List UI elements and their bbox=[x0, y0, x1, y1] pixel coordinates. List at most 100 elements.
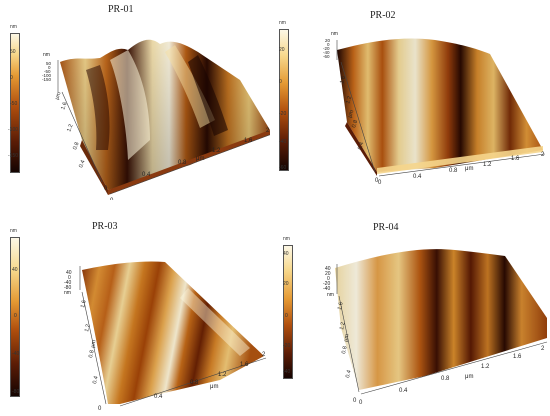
z-axis-tick: 50 bbox=[46, 61, 52, 66]
x-axis-tick: 1.2 bbox=[218, 372, 227, 378]
x-axis-line bbox=[360, 341, 548, 395]
y-axis-unit: μm bbox=[54, 91, 62, 101]
colorbar-tick: -50 bbox=[10, 101, 18, 107]
x-axis-tick: 2 bbox=[541, 346, 545, 352]
surface-shading bbox=[335, 249, 547, 390]
colorbar: nm 40 0 -40 -80 bbox=[4, 226, 30, 406]
colorbar-gradient bbox=[10, 33, 20, 173]
surface-shading bbox=[337, 38, 543, 172]
front-edge-highlight bbox=[377, 146, 543, 174]
x-axis-unit: μm bbox=[465, 374, 473, 380]
colorbar-tick: 40 bbox=[12, 267, 18, 273]
y-axis-tick: 0.4 bbox=[78, 159, 86, 168]
colorbar-tick: 40 bbox=[283, 251, 289, 257]
ridge-highlight bbox=[180, 288, 250, 356]
y-axis-tick: 0 bbox=[98, 406, 102, 412]
colorbar: nm 20 0 -20 -40 -60 bbox=[275, 20, 305, 180]
panel-title: PR-03 bbox=[92, 221, 118, 232]
surface-shading bbox=[60, 39, 270, 190]
y-axis-tick: 0.4 bbox=[345, 370, 352, 379]
x-axis-tick: 0.4 bbox=[154, 394, 163, 400]
y-axis-line bbox=[338, 295, 360, 393]
y-axis-tick: 0.8 bbox=[341, 346, 348, 355]
z-axis-unit: nm bbox=[327, 292, 334, 298]
afm-surface-plot: nm 20 0 -20 -40 -60 0 0.4 0.8 1.2 1.6 μm… bbox=[323, 31, 546, 186]
x-axis-unit: μm bbox=[196, 156, 204, 162]
ridge-highlight bbox=[110, 50, 150, 160]
colorbar-tick: -150 bbox=[8, 153, 19, 159]
z-axis-tick: -100 bbox=[42, 73, 52, 78]
z-axis-unit: nm bbox=[43, 52, 50, 58]
x-axis-tick: 0.8 bbox=[449, 168, 458, 174]
x-axis-tick: 0.8 bbox=[178, 160, 187, 166]
colorbar-tick: -40 bbox=[283, 369, 291, 375]
colorbar-gradient bbox=[279, 29, 289, 171]
colorbar-tick: 0 bbox=[14, 313, 17, 319]
x-axis-tick: 1.6 bbox=[244, 138, 253, 144]
surface-front bbox=[80, 140, 108, 195]
colorbar-tick: 20 bbox=[279, 47, 285, 53]
x-axis-tick: 0.4 bbox=[142, 172, 151, 178]
z-axis-unit: nm bbox=[64, 290, 71, 296]
z-axis-tick: 20 bbox=[325, 271, 331, 277]
z-axis-tick: 0 bbox=[68, 275, 71, 281]
y-axis-tick: 1.2 bbox=[339, 322, 346, 331]
surface-right bbox=[108, 130, 270, 195]
x-axis-line bbox=[378, 153, 546, 177]
y-axis-tick: 0.8 bbox=[88, 350, 95, 359]
x-axis-tick: 1.6 bbox=[240, 362, 249, 368]
panel-title: PR-01 bbox=[108, 4, 134, 15]
z-axis-tick: -40 bbox=[323, 286, 330, 292]
colorbar-tick: -20 bbox=[283, 343, 291, 349]
y-axis-tick: 0 bbox=[104, 186, 108, 192]
y-axis-tick: 1.2 bbox=[345, 95, 353, 104]
colorbar-tick: -100 bbox=[8, 127, 19, 133]
surface-shading bbox=[82, 261, 264, 404]
colorbar-tick: -20 bbox=[279, 111, 287, 117]
colorbar-gradient bbox=[10, 237, 20, 397]
z-axis-tick: -20 bbox=[323, 281, 330, 287]
colorbar-tick: 0 bbox=[10, 75, 13, 81]
y-axis-tick: 0.4 bbox=[92, 376, 99, 385]
y-axis-tick: 1.6 bbox=[337, 302, 344, 311]
z-axis-tick: -80 bbox=[64, 285, 71, 291]
x-axis-tick: 1.2 bbox=[212, 148, 221, 154]
x-axis-line bbox=[109, 134, 270, 195]
z-axis-tick: 0 bbox=[327, 42, 330, 47]
colorbar-tick: -40 bbox=[12, 351, 20, 357]
x-axis-tick: 0.4 bbox=[413, 174, 422, 180]
colorbar-tick: -40 bbox=[279, 139, 287, 145]
x-axis-tick: 0 bbox=[359, 400, 363, 406]
y-axis-tick: 0.4 bbox=[357, 141, 365, 150]
y-axis-tick: 1.2 bbox=[66, 123, 74, 132]
colorbar: nm 50 0 -50 -100 -150 bbox=[4, 22, 30, 182]
x-axis-tick: 2 bbox=[262, 352, 266, 358]
y-axis-line bbox=[340, 61, 376, 173]
afm-surface-plot: nm 50 0 -50 -100 -150 0 0.4 0.8 1.2 1.6 … bbox=[42, 39, 270, 200]
panel-title: PR-04 bbox=[373, 222, 399, 233]
colorbar-tick: 50 bbox=[10, 49, 16, 55]
x-axis-tick: 0.4 bbox=[399, 388, 408, 394]
x-axis-tick: 1.2 bbox=[483, 162, 492, 168]
z-axis-tick: -20 bbox=[323, 46, 330, 51]
colorbar: nm 40 20 0 -20 -40 bbox=[277, 236, 305, 386]
x-axis-tick: 0 bbox=[378, 180, 382, 186]
z-axis-tick: -40 bbox=[64, 280, 71, 286]
colorbar-unit: nm bbox=[10, 24, 17, 30]
x-axis-tick: 2 bbox=[266, 128, 270, 134]
surface-top bbox=[335, 249, 547, 390]
afm-panel-pr01: PR-01 nm 50 0 -50 -100 -150 bbox=[0, 0, 275, 208]
y-axis-tick: 0.8 bbox=[351, 119, 359, 128]
y-axis-unit: μm bbox=[343, 333, 351, 342]
colorbar-gradient bbox=[283, 245, 293, 379]
afm-panel-pr04: PR-04 nm 40 20 0 -20 -40 bbox=[275, 208, 550, 416]
x-axis-tick: 1.6 bbox=[513, 354, 522, 360]
x-axis-tick: 1.2 bbox=[481, 364, 490, 370]
x-axis-line bbox=[119, 357, 267, 407]
colorbar-tick: 20 bbox=[283, 281, 289, 287]
z-axis-tick: 0 bbox=[327, 276, 330, 282]
z-axis-unit: nm bbox=[331, 31, 338, 37]
x-axis-unit: μm bbox=[210, 384, 218, 390]
surface-top bbox=[82, 261, 264, 404]
y-axis-unit: μm bbox=[90, 339, 98, 348]
